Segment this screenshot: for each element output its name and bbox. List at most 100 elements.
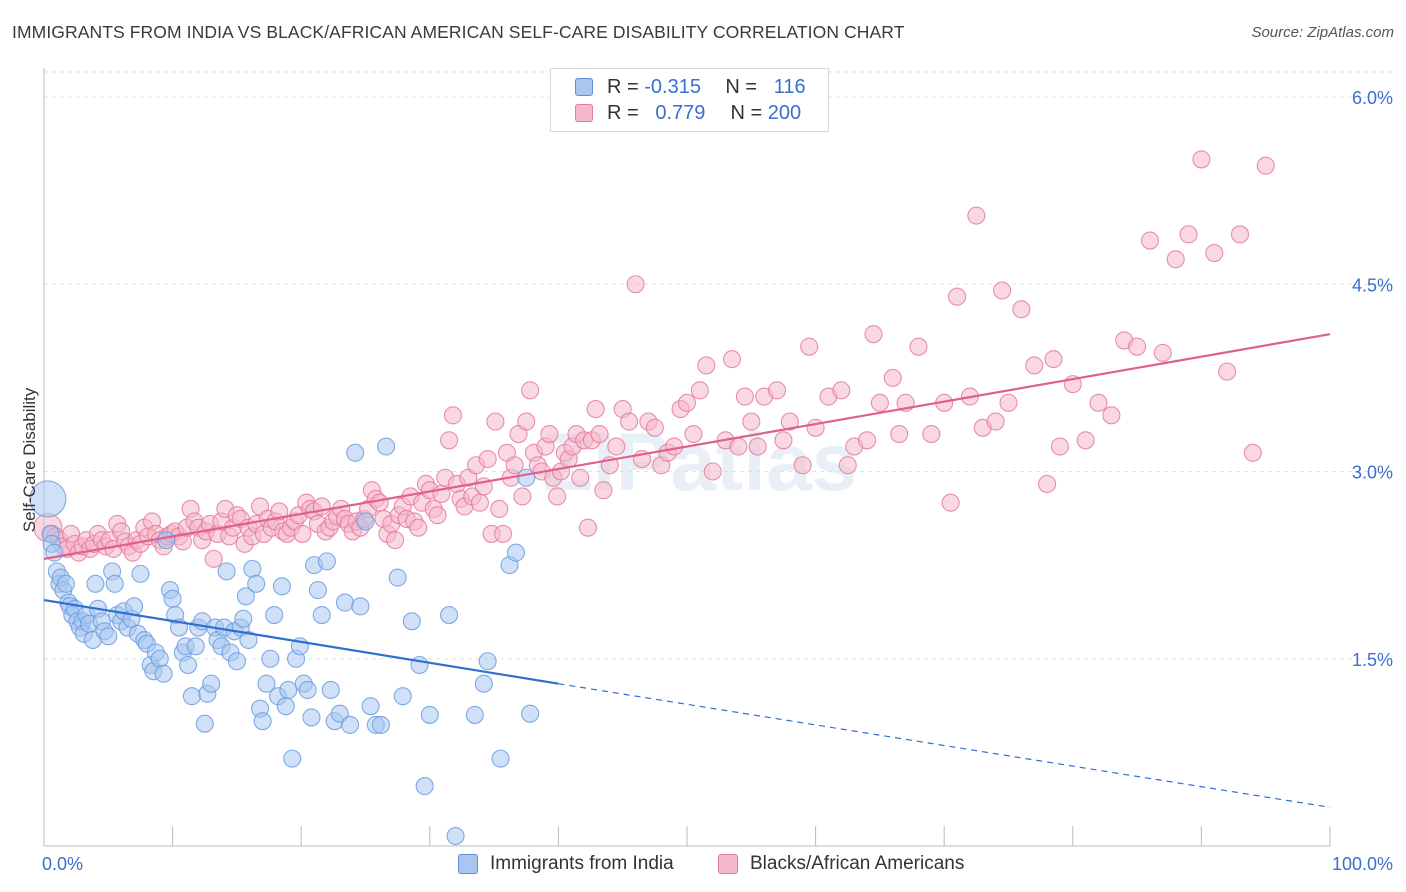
- data-point: [388, 568, 407, 587]
- data-point: [29, 480, 67, 518]
- data-point: [386, 531, 405, 550]
- data-point: [697, 356, 716, 375]
- legend-swatch-black: [575, 104, 593, 122]
- data-point: [722, 350, 742, 369]
- legend-n-label: N =: [730, 101, 763, 124]
- data-point: [420, 705, 439, 724]
- data-point: [409, 518, 428, 537]
- data-point: [186, 637, 205, 656]
- data-point: [986, 412, 1005, 431]
- data-point: [1230, 225, 1250, 244]
- data-point: [486, 412, 505, 431]
- data-point: [767, 381, 787, 400]
- data-point: [517, 468, 536, 487]
- data-point: [1044, 350, 1063, 369]
- data-point: [607, 437, 626, 456]
- data-point: [1256, 156, 1275, 175]
- data-point: [371, 715, 390, 734]
- y-tick-label: 4.5%: [1352, 275, 1393, 295]
- data-point: [163, 589, 182, 608]
- tick-labels: 1.5% 3.0% 4.5% 6.0% 0.0% 100.0%: [42, 88, 1393, 874]
- data-point: [857, 431, 877, 450]
- data-point: [283, 749, 302, 768]
- data-point: [257, 674, 276, 693]
- trend-line-india-projection: [558, 683, 1331, 808]
- data-point: [729, 437, 748, 456]
- axes: [43, 68, 1331, 847]
- data-point: [490, 499, 509, 519]
- data-point: [478, 652, 497, 671]
- data-point: [236, 587, 255, 606]
- data-point: [150, 649, 169, 668]
- trend-lines: [43, 333, 1331, 808]
- data-point: [690, 381, 709, 400]
- data-point: [279, 680, 298, 700]
- data-point: [548, 487, 567, 506]
- data-point: [154, 664, 173, 683]
- legend-n-label: N =: [725, 75, 758, 98]
- legend-r-label: R =: [607, 75, 639, 98]
- data-point: [1012, 300, 1031, 319]
- data-point: [261, 649, 280, 668]
- data-point: [742, 412, 761, 431]
- legend-swatch-india: [458, 854, 478, 874]
- chart-title: IMMIGRANTS FROM INDIA VS BLACK/AFRICAN A…: [12, 22, 905, 42]
- y-tick-label: 1.5%: [1352, 650, 1393, 670]
- data-point: [321, 680, 340, 700]
- legend-swatch-india: [575, 78, 593, 96]
- data-point: [1166, 250, 1185, 269]
- data-point: [521, 704, 540, 723]
- x-tick-label: 0.0%: [42, 854, 83, 874]
- data-point: [312, 606, 331, 625]
- data-point: [465, 705, 484, 724]
- data-point: [645, 418, 664, 437]
- data-point: [308, 581, 327, 600]
- correlation-legend: R = -0.315 N = 116 R = 0.779 N = 200: [550, 68, 829, 132]
- legend-label-black: Blacks/African Americans: [750, 853, 965, 874]
- source-credit: Source: ZipAtlas.com: [1251, 24, 1394, 41]
- data-point: [182, 687, 201, 706]
- data-point: [124, 597, 144, 616]
- data-point: [883, 368, 902, 387]
- data-point: [967, 206, 986, 225]
- data-point: [993, 281, 1012, 300]
- legend-row-black: R = 0.779 N = 200: [575, 100, 801, 126]
- data-point: [1025, 356, 1044, 375]
- data-point: [505, 456, 524, 475]
- data-point: [270, 502, 289, 521]
- data-point: [620, 412, 639, 431]
- data-point: [440, 606, 459, 625]
- data-point: [351, 597, 370, 616]
- data-point: [99, 627, 118, 646]
- data-point: [253, 712, 272, 731]
- data-point: [806, 418, 825, 437]
- data-point: [626, 275, 645, 294]
- y-tick-label: 6.0%: [1352, 88, 1393, 108]
- bottom-legend-india: Immigrants from India: [458, 850, 674, 878]
- data-point: [234, 609, 253, 628]
- series-immigrants-from-india: [29, 437, 540, 846]
- series-blacks-african-americans: [33, 150, 1275, 568]
- trend-line-india: [43, 598, 559, 685]
- data-point: [521, 381, 540, 400]
- data-point: [1192, 150, 1211, 169]
- y-tick-label: 3.0%: [1352, 463, 1393, 483]
- data-point: [1050, 437, 1069, 456]
- data-point: [370, 493, 389, 512]
- data-point: [571, 468, 590, 487]
- data-point: [446, 826, 465, 846]
- y-axis-label: Self-Care Disability: [20, 387, 39, 533]
- data-point: [443, 406, 462, 425]
- data-point: [1243, 443, 1262, 462]
- data-point: [239, 630, 258, 650]
- data-point: [594, 481, 613, 500]
- data-point: [440, 431, 459, 450]
- trend-line-black: [43, 333, 1331, 560]
- data-point: [178, 655, 198, 675]
- data-point: [948, 287, 967, 306]
- data-point: [774, 431, 793, 450]
- data-point: [157, 531, 176, 550]
- data-point: [540, 424, 559, 444]
- data-point: [780, 412, 799, 431]
- data-point: [1128, 337, 1147, 356]
